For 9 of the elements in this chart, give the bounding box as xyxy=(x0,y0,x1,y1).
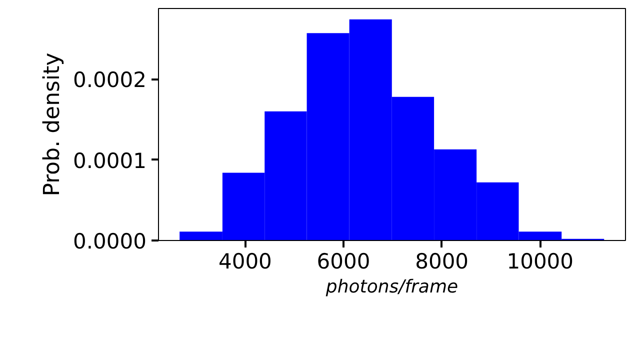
y-tick-label: 0.0000 xyxy=(73,230,147,254)
y-tick-label: 0.0002 xyxy=(73,68,147,92)
y-tick-label: 0.0001 xyxy=(73,148,147,173)
y-axis-title: Prob. density xyxy=(40,52,66,196)
x-tick-label: 4000 xyxy=(218,250,272,274)
x-tick-label: 10000 xyxy=(506,250,574,274)
x-axis-title: photons/frame xyxy=(324,276,458,298)
x-tick-label: 8000 xyxy=(415,250,469,274)
x-tick-label: 6000 xyxy=(316,250,370,274)
